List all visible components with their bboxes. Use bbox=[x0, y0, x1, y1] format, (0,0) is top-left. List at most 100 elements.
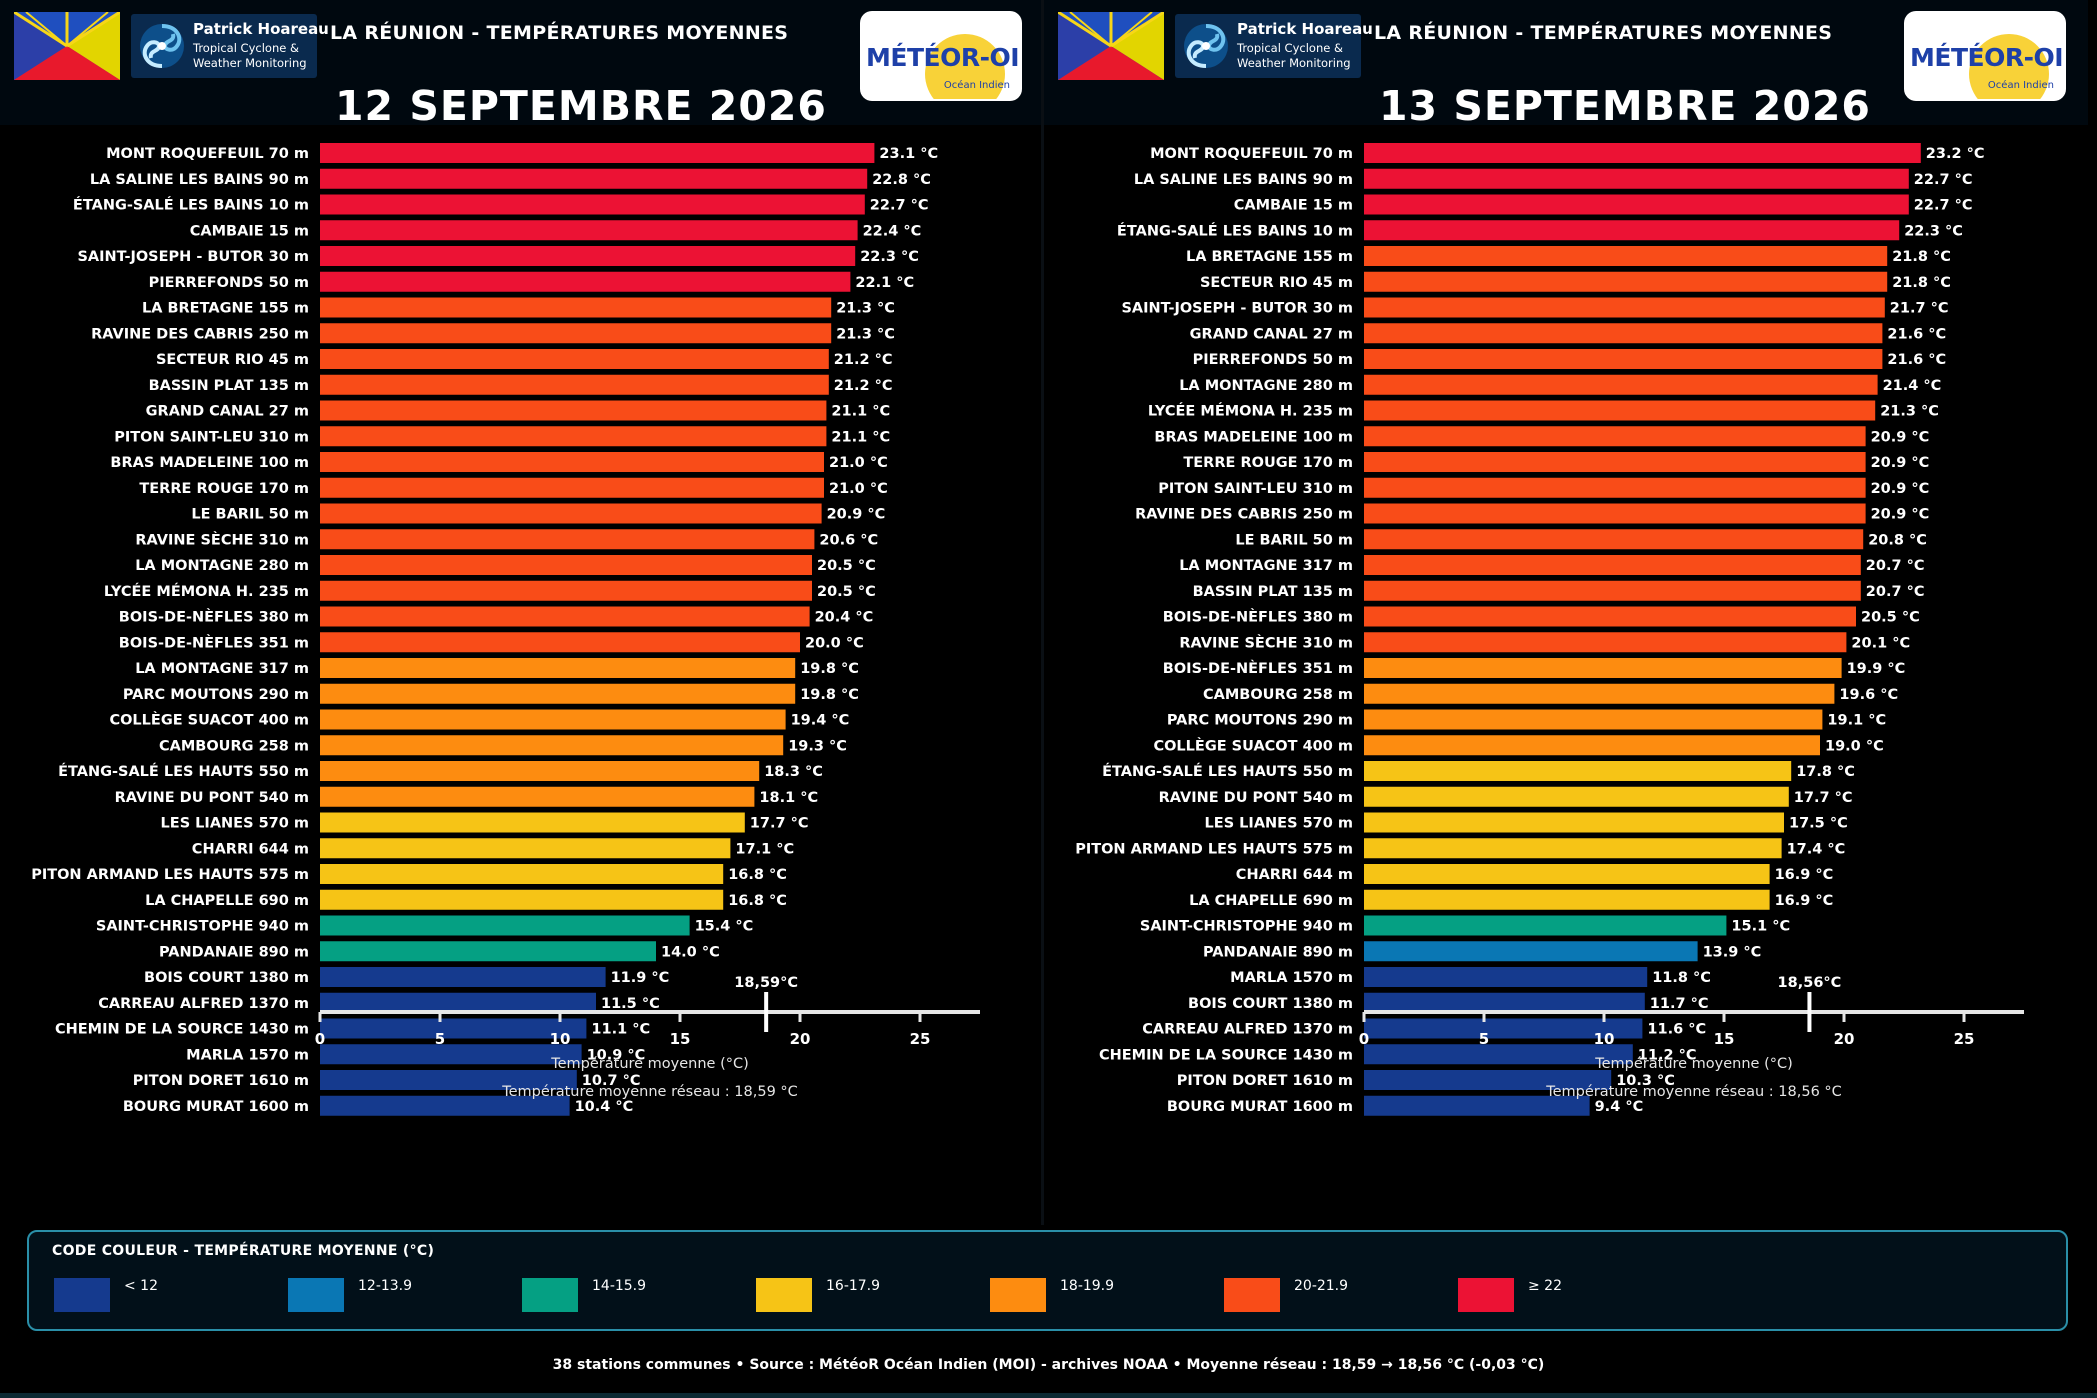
chart-title: 13 SEPTEMBRE 2026 bbox=[1379, 82, 1871, 130]
footer-note: 38 stations communes • Source : MétéoR O… bbox=[552, 1357, 1545, 1373]
station-label: LES LIANES 570 m bbox=[161, 816, 309, 832]
station-label: TERRE ROUGE 170 m bbox=[1183, 455, 1353, 471]
panel-header: Patrick Hoareau Tropical Cyclone & Weath… bbox=[0, 0, 1044, 130]
bar-value-label: 22.3 °C bbox=[1904, 223, 1963, 239]
temperature-bar bbox=[320, 709, 786, 730]
bar-value-label: 22.3 °C bbox=[860, 249, 919, 265]
reunion-flag-icon bbox=[14, 12, 120, 80]
x-tick-label: 0 bbox=[315, 1030, 325, 1048]
station-label: PITON SAINT-LEU 310 m bbox=[1158, 481, 1353, 497]
bar-value-label: 18.3 °C bbox=[764, 764, 823, 780]
temperature-bar bbox=[320, 452, 824, 472]
sun-icon bbox=[925, 34, 1005, 99]
legend-swatch bbox=[522, 1278, 578, 1312]
chart-title: 12 SEPTEMBRE 2026 bbox=[335, 82, 827, 130]
station-label: CHARRI 644 m bbox=[192, 841, 309, 857]
bar-value-label: 17.4 °C bbox=[1787, 841, 1846, 857]
x-tick-label: 25 bbox=[910, 1030, 931, 1048]
station-label: SECTEUR RIO 45 m bbox=[1200, 275, 1353, 291]
station-label: BRAS MADELEINE 100 m bbox=[1154, 429, 1353, 445]
station-label: RAVINE SÈCHE 310 m bbox=[135, 531, 309, 548]
bar-value-label: 23.1 °C bbox=[879, 146, 938, 162]
bar-value-label: 16.9 °C bbox=[1775, 867, 1834, 883]
color-legend: CODE COULEUR - TEMPÉRATURE MOYENNE (°C) … bbox=[27, 1230, 2068, 1331]
bar-value-label: 11.2 °C bbox=[1638, 1047, 1697, 1063]
legend-label: ≥ 22 bbox=[1528, 1278, 1562, 1294]
x-tick-label: 20 bbox=[1834, 1030, 1855, 1048]
network-mean-caption: Température moyenne réseau : 18,59 °C bbox=[501, 1084, 798, 1100]
temperature-bar bbox=[1364, 400, 1876, 421]
temperature-bar bbox=[320, 503, 822, 524]
station-label: LA CHAPELLE 690 m bbox=[145, 893, 309, 909]
station-label: GRAND CANAL 27 m bbox=[1190, 326, 1353, 342]
station-label: PANDANAIE 890 m bbox=[1203, 944, 1353, 960]
bar-value-label: 11.5 °C bbox=[601, 996, 660, 1012]
temperature-bar bbox=[320, 606, 810, 627]
x-tick-label: 10 bbox=[1594, 1030, 1615, 1048]
temperature-bar bbox=[320, 555, 812, 575]
station-label: LA BRETAGNE 155 m bbox=[142, 301, 309, 317]
bar-value-label: 20.9 °C bbox=[1871, 507, 1930, 523]
station-label: PITON ARMAND LES HAUTS 575 m bbox=[31, 867, 309, 883]
bar-value-label: 10.7 °C bbox=[582, 1073, 641, 1089]
bar-chart-day-1: MONT ROQUEFEUIL 70 m 23.1 °C LA SALINE LES… bbox=[31, 143, 980, 1116]
bar-value-label: 11.8 °C bbox=[1652, 970, 1711, 986]
temperature-bar bbox=[1364, 349, 1883, 369]
bar-value-label: 16.8 °C bbox=[728, 893, 787, 909]
temperature-bar bbox=[320, 941, 656, 962]
bar-value-label: 20.0 °C bbox=[805, 635, 864, 651]
station-label: ÉTANG-SALÉ LES BAINS 10 m bbox=[1117, 222, 1353, 239]
bar-value-label: 18.1 °C bbox=[759, 790, 818, 806]
station-label: BOIS-DE-NÈFLES 351 m bbox=[119, 634, 309, 651]
bar-value-label: 17.7 °C bbox=[1794, 790, 1853, 806]
brand-subtitle: Tropical Cyclone & Weather Monitoring bbox=[193, 41, 307, 70]
temperature-bar bbox=[320, 915, 690, 936]
station-label: PIERREFONDS 50 m bbox=[149, 275, 309, 291]
temperature-bar bbox=[320, 1044, 582, 1065]
temperature-bar bbox=[1364, 426, 1866, 447]
temperature-bar bbox=[1364, 1018, 1643, 1039]
legend-swatch bbox=[990, 1278, 1046, 1312]
station-label: SAINT-JOSEPH - BUTOR 30 m bbox=[1121, 301, 1353, 317]
temperature-bar bbox=[320, 1070, 577, 1090]
temperature-bar bbox=[320, 220, 858, 241]
temperature-bar bbox=[1364, 1095, 1590, 1116]
bar-value-label: 21.7 °C bbox=[1890, 301, 1949, 317]
temperature-bar bbox=[320, 889, 724, 910]
station-label: BOURG MURAT 1600 m bbox=[1167, 1099, 1353, 1115]
bar-value-label: 21.0 °C bbox=[829, 481, 888, 497]
legend-label: 18-19.9 bbox=[1060, 1278, 1115, 1294]
temperature-bar bbox=[320, 297, 832, 318]
station-label: LA BRETAGNE 155 m bbox=[1186, 249, 1353, 265]
station-label: LA SALINE LES BAINS 90 m bbox=[90, 172, 309, 188]
bar-value-label: 16.9 °C bbox=[1775, 893, 1834, 909]
temperature-bar bbox=[320, 992, 596, 1013]
temperature-bar bbox=[320, 246, 856, 266]
temperature-bar bbox=[1364, 555, 1861, 575]
legend-item: 18-19.9 bbox=[990, 1278, 1220, 1314]
temperature-bar bbox=[1364, 297, 1885, 318]
legend-item: < 12 bbox=[54, 1278, 284, 1314]
bar-value-label: 20.1 °C bbox=[1851, 635, 1910, 651]
station-label: LA CHAPELLE 690 m bbox=[1189, 893, 1353, 909]
x-tick-label: 10 bbox=[550, 1030, 571, 1048]
legend-item: 14-15.9 bbox=[522, 1278, 752, 1314]
bar-value-label: 11.9 °C bbox=[611, 970, 670, 986]
station-label: CAMBOURG 258 m bbox=[1203, 687, 1353, 703]
bar-value-label: 14.0 °C bbox=[661, 944, 720, 960]
panel-divider bbox=[1041, 0, 1045, 1225]
station-label: SAINT-CHRISTOPHE 940 m bbox=[1140, 919, 1353, 935]
bar-value-label: 16.8 °C bbox=[728, 867, 787, 883]
bar-value-label: 19.1 °C bbox=[1827, 713, 1886, 729]
station-label: RAVINE DES CABRIS 250 m bbox=[91, 326, 309, 342]
temperature-bar bbox=[1364, 452, 1866, 472]
patrick-hoareau-logo: Patrick Hoareau Tropical Cyclone & Weath… bbox=[131, 14, 329, 78]
station-label: LA MONTAGNE 317 m bbox=[1179, 558, 1353, 574]
temperature-bar bbox=[320, 761, 760, 781]
bar-value-label: 21.2 °C bbox=[834, 378, 893, 394]
station-label: MONT ROQUEFEUIL 70 m bbox=[106, 146, 309, 162]
bar-value-label: 22.7 °C bbox=[1914, 198, 1973, 214]
station-label: CHEMIN DE LA SOURCE 1430 m bbox=[55, 1022, 309, 1038]
bar-value-label: 11.7 °C bbox=[1650, 996, 1709, 1012]
x-tick-label: 0 bbox=[1359, 1030, 1369, 1048]
